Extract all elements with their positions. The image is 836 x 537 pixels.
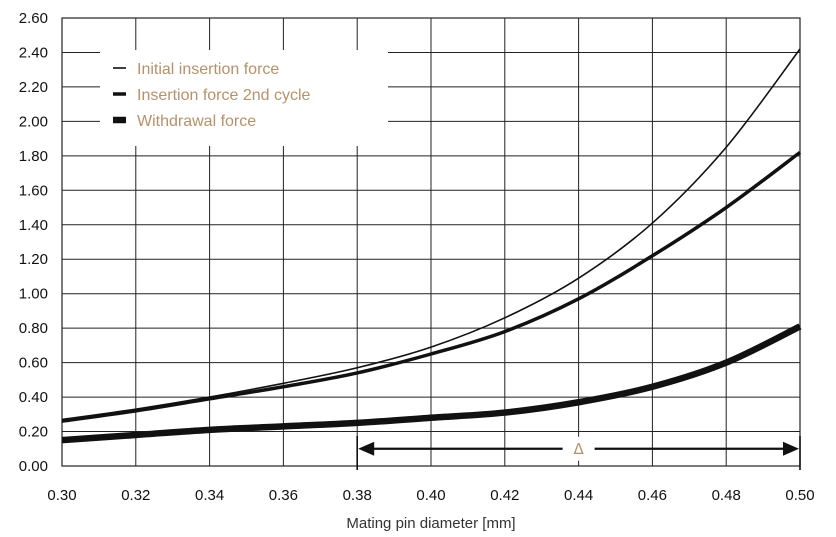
x-axis-label: Mating pin diameter [mm] bbox=[346, 515, 515, 532]
x-tick-label: 0.46 bbox=[638, 487, 667, 504]
x-tick-label: 0.50 bbox=[785, 487, 814, 504]
y-tick-label: 2.40 bbox=[19, 44, 48, 61]
y-tick-label: 1.80 bbox=[19, 148, 48, 165]
y-tick-label: 1.00 bbox=[19, 286, 48, 303]
delta-label: Δ bbox=[573, 440, 584, 458]
x-tick-label: 0.42 bbox=[490, 487, 519, 504]
legend-label: Insertion force 2nd cycle bbox=[137, 87, 311, 104]
y-tick-label: 2.60 bbox=[19, 10, 48, 27]
x-tick-label: 0.36 bbox=[269, 487, 298, 504]
delta-arrowhead-left bbox=[358, 441, 375, 456]
x-axis-ticks: 0.30 0.32 0.34 0.36 0.38 0.40 0.42 0.44 0.46 0.48… bbox=[47, 487, 814, 504]
series-line-1 bbox=[61, 150, 802, 423]
y-axis-ticks: 0.00 0.20 0.40 0.60 0.80 1.00 1.20 1.40 1.60 1.80… bbox=[19, 10, 48, 475]
x-tick-label: 0.34 bbox=[195, 487, 224, 504]
x-tick-label: 0.38 bbox=[343, 487, 372, 504]
legend-label: Withdrawal force bbox=[137, 113, 256, 130]
delta-annotation: Δ bbox=[356, 436, 801, 470]
y-tick-label: 0.80 bbox=[19, 320, 48, 337]
y-tick-label: 1.60 bbox=[19, 182, 48, 199]
x-tick-label: 0.30 bbox=[47, 487, 76, 504]
plot-frame bbox=[61, 17, 801, 467]
x-tick-label: 0.48 bbox=[712, 487, 741, 504]
legend-label: Initial insertion force bbox=[137, 61, 279, 78]
y-tick-label: 2.00 bbox=[19, 113, 48, 130]
series-lines bbox=[61, 48, 802, 444]
y-tick-label: 1.40 bbox=[19, 217, 48, 234]
delta-label-bg bbox=[560, 436, 597, 461]
y-tick-label: 2.20 bbox=[19, 79, 48, 96]
y-tick-label: 0.60 bbox=[19, 355, 48, 372]
y-tick-label: 1.20 bbox=[19, 251, 48, 268]
y-tick-label: 0.20 bbox=[19, 424, 48, 441]
x-tick-label: 0.40 bbox=[416, 487, 445, 504]
legend-box bbox=[100, 50, 388, 146]
delta-arrowhead-right bbox=[783, 441, 799, 456]
grid bbox=[61, 17, 801, 467]
series-line-2 bbox=[61, 323, 802, 444]
legend: Initial insertion force Insertion force 2… bbox=[100, 50, 388, 146]
y-tick-label: 0.00 bbox=[19, 458, 48, 475]
x-tick-label: 0.44 bbox=[564, 487, 593, 504]
y-tick-label: 0.40 bbox=[19, 389, 48, 406]
x-tick-label: 0.32 bbox=[121, 487, 150, 504]
